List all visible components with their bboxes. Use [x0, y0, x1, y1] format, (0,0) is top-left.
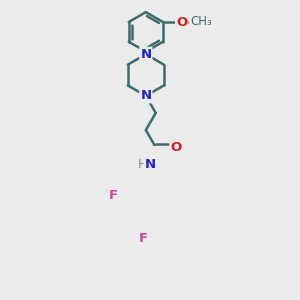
Text: N: N: [140, 48, 152, 61]
Text: H: H: [138, 158, 147, 171]
Text: CH₃: CH₃: [190, 15, 212, 28]
Text: N: N: [140, 89, 152, 102]
Text: N: N: [144, 158, 156, 171]
Text: O: O: [176, 16, 187, 28]
Text: O: O: [170, 141, 182, 154]
Text: F: F: [109, 190, 118, 202]
Text: F: F: [139, 232, 148, 245]
